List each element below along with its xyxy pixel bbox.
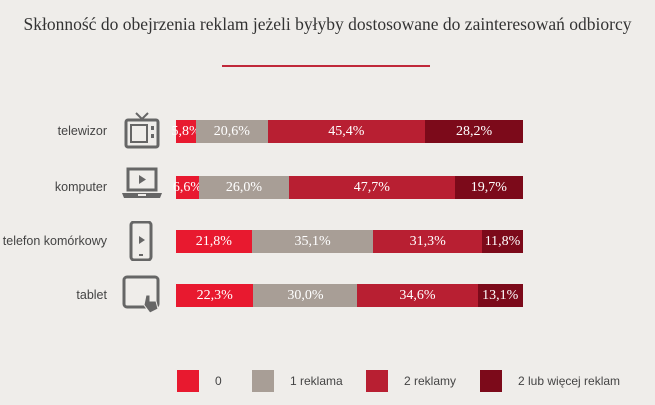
stacked-bar: 22,3% 30,0% 34,6% 13,1%	[176, 284, 523, 307]
title-divider	[222, 65, 430, 67]
legend-label: 0	[215, 374, 222, 388]
tv-icon	[120, 111, 164, 156]
legend-swatch	[252, 370, 274, 392]
legend-item: 1 reklama	[252, 370, 343, 392]
data-label: 30,0%	[287, 287, 324, 303]
tablet-icon	[120, 275, 164, 320]
chart-title: Skłonność do obejrzenia reklam jeżeli by…	[23, 14, 632, 34]
data-label: 22,3%	[196, 287, 233, 303]
bar-segment: 26,0%	[198, 176, 290, 199]
legend-label: 1 reklama	[290, 374, 343, 388]
data-label: 45,4%	[328, 123, 365, 139]
bar-segment: 21,8%	[176, 230, 252, 253]
legend-item: 0	[177, 370, 222, 392]
bar-segment: 22,3%	[176, 284, 254, 307]
category-label: telefon komórkowy	[2, 234, 107, 248]
legend-swatch	[177, 370, 199, 392]
smartphone-icon	[120, 220, 164, 266]
bar-segment: 5,8%	[171, 120, 201, 143]
category-label: komputer	[54, 180, 107, 194]
bar-segment: 13,1%	[477, 284, 523, 307]
legend-label: 2 lub więcej reklam	[518, 374, 621, 388]
category-label: tablet	[76, 288, 107, 302]
category-label: telewizor	[57, 124, 107, 138]
bar-segment: 30,0%	[253, 284, 358, 307]
data-label: 34,6%	[399, 287, 436, 303]
bar-segment: 35,1%	[251, 230, 374, 253]
bar-segment: 20,6%	[196, 120, 268, 143]
legend-item: 2 reklamy	[366, 370, 456, 392]
data-label: 26,0%	[225, 179, 263, 195]
data-label: 19,7%	[470, 179, 507, 195]
bar-segment: 11,8%	[482, 230, 523, 253]
stacked-bar: 21,8% 35,1% 31,3% 11,8%	[176, 230, 523, 253]
data-label: 28,2%	[455, 123, 493, 139]
legend-swatch	[366, 370, 388, 392]
bar-segment: 28,2%	[425, 120, 523, 143]
bar-segment: 19,7%	[454, 176, 523, 199]
data-label: 6,6%	[172, 179, 203, 195]
bar-segment: 31,3%	[373, 230, 483, 253]
bar-segment: 6,6%	[172, 176, 203, 199]
data-label: 13,1%	[482, 287, 519, 303]
legend-swatch	[480, 370, 502, 392]
data-label: 35,1%	[294, 233, 331, 249]
data-label: 20,6%	[213, 123, 250, 139]
bar-segment: 45,4%	[267, 120, 426, 143]
bar-segment: 47,7%	[289, 176, 455, 199]
laptop-icon	[120, 167, 164, 206]
data-label: 21,8%	[195, 233, 232, 249]
data-label: 47,7%	[353, 179, 390, 195]
legend-label: 2 reklamy	[404, 374, 457, 388]
data-label: 31,3%	[409, 233, 446, 249]
legend-item: 2 lub więcej reklam	[480, 370, 620, 392]
bar-segment: 34,6%	[357, 284, 478, 307]
stacked-bar: 5,8% 20,6% 45,4% 28,2%	[171, 120, 523, 143]
stacked-bar: 6,6% 26,0% 47,7% 19,7%	[172, 176, 523, 199]
data-label: 11,8%	[484, 233, 521, 249]
data-label: 5,8%	[171, 123, 201, 139]
